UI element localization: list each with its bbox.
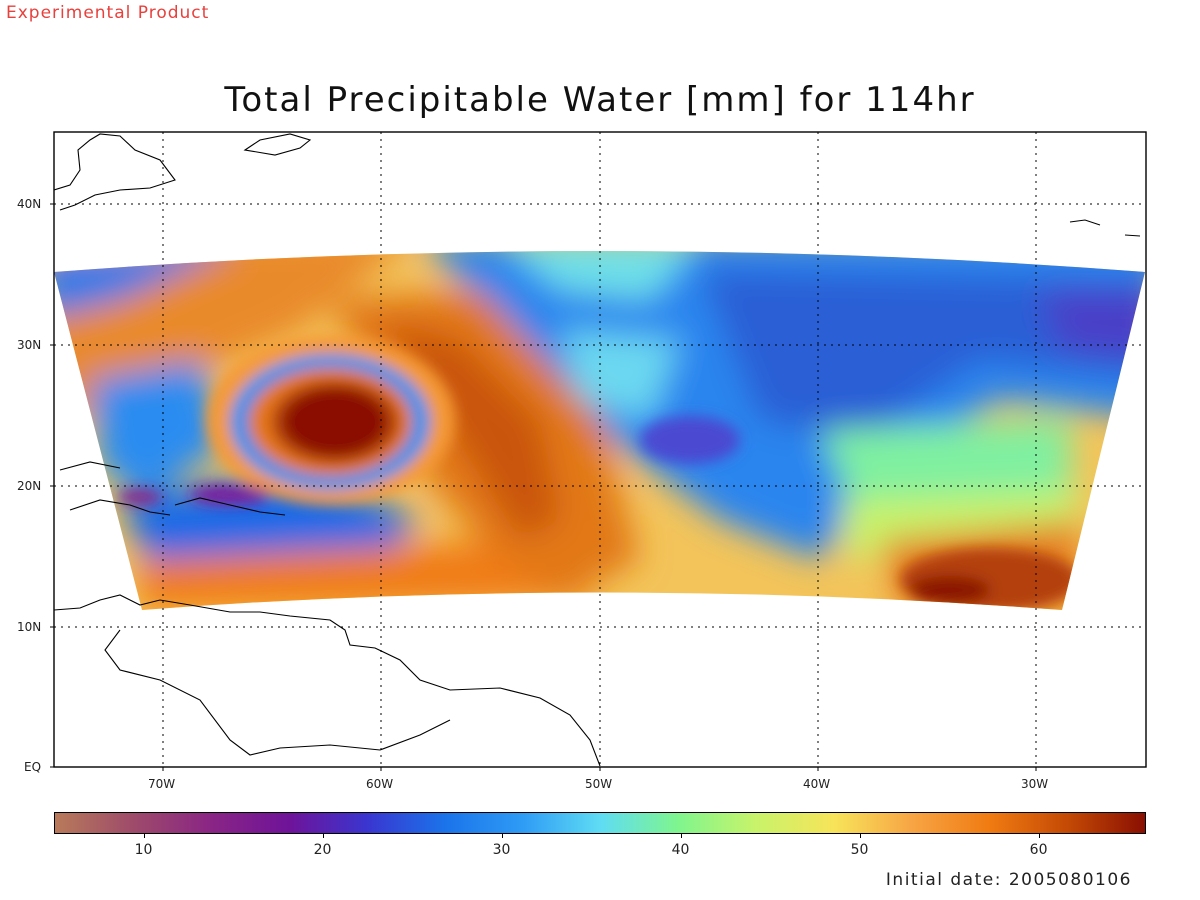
lon-label-70w: 70W [148,777,176,791]
axis-ticks [50,203,1037,771]
colorbar-tick [143,834,145,838]
lat-label-20n: 20N [17,479,42,493]
colorbar-tick [1038,834,1040,838]
colorbar-tick-label: 20 [313,842,332,858]
lon-label-30w: 30W [1021,777,1049,791]
colorbar-tick-label: 50 [850,842,869,858]
graticule [54,132,1146,767]
map-title: Total Precipitable Water [mm] for 114hr [224,80,976,120]
tpw-field [54,251,1145,610]
lat-label-eq: EQ [24,760,42,774]
lon-label-50w: 50W [585,777,613,791]
experimental-product-label: Experimental Product [6,3,210,23]
colorbar-tick [501,834,503,838]
lat-label-30n: 30N [17,338,42,352]
lat-label-40n: 40N [17,197,42,211]
colorbar-tick-label: 40 [671,842,690,858]
lon-label-40w: 40W [803,777,831,791]
lon-label-60w: 60W [366,777,394,791]
coastlines [54,133,1141,767]
initial-date-label: Initial date: 2005080106 [885,870,1132,890]
colorbar-tick-label: 60 [1029,842,1048,858]
colorbar-tick-label: 30 [492,842,511,858]
colorbar [54,812,1146,834]
colorbar-tick-label: 10 [134,842,153,858]
colorbar-tick [680,834,682,838]
colorbar-tick [322,834,324,838]
lat-label-10n: 10N [17,620,42,634]
colorbar-tick [859,834,861,838]
